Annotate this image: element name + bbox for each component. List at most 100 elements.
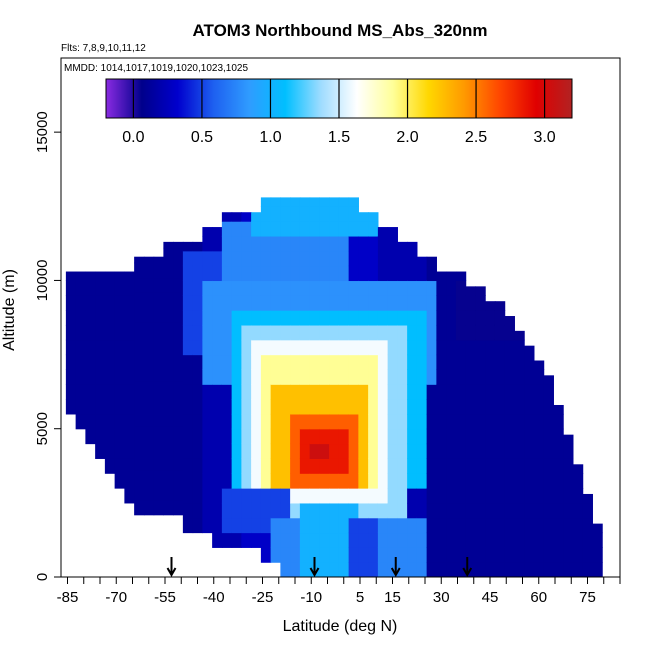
heatmap-cell	[290, 339, 301, 356]
heatmap-cell	[280, 562, 291, 577]
heatmap-cell	[309, 517, 320, 534]
heatmap-cell	[231, 443, 242, 459]
heatmap-cell	[426, 399, 437, 415]
heatmap-cell	[368, 488, 379, 504]
heatmap-cell	[416, 443, 428, 459]
heatmap-cell	[426, 413, 437, 430]
heatmap-cell	[426, 280, 437, 296]
heatmap-cell	[465, 369, 476, 385]
heatmap-cell	[436, 280, 447, 296]
y-axis: 0 5000 10000 15000	[34, 111, 61, 581]
heatmap-cell	[221, 369, 233, 385]
heatmap-cell	[475, 473, 486, 489]
heatmap-cell	[368, 532, 379, 548]
heatmap-cell	[377, 547, 389, 563]
heatmap-cell	[270, 443, 281, 459]
heatmap-cell	[124, 384, 135, 400]
heatmap-cell	[290, 413, 301, 430]
heatmap-cell	[290, 324, 301, 341]
heatmap-cell	[563, 502, 574, 519]
heatmap-cell	[143, 425, 155, 442]
heatmap-cell	[494, 354, 506, 370]
heatmap-cell	[85, 384, 96, 400]
heatmap-cell	[251, 235, 262, 252]
heatmap-cell	[202, 265, 213, 282]
heatmap-cell	[241, 221, 252, 237]
heatmap-cell	[407, 354, 418, 370]
heatmap-cell	[280, 547, 291, 563]
heatmap-cell	[134, 396, 145, 412]
heatmap-cell	[192, 399, 203, 415]
heatmap-cell	[309, 443, 320, 459]
heatmap-cell	[143, 366, 155, 382]
heatmap-cell	[358, 488, 369, 504]
heatmap-cell	[163, 470, 174, 486]
heatmap-cell	[143, 410, 155, 427]
heatmap-cell	[407, 369, 418, 385]
colorbar: 0.0 0.5 1.0 1.5 2.0 2.5 3.0	[105, 78, 573, 146]
heatmap-cell	[251, 502, 262, 519]
heatmap-cell	[553, 502, 564, 519]
heatmap-cell	[572, 488, 584, 504]
heatmap-cell	[143, 336, 155, 353]
heatmap-cell	[212, 488, 223, 504]
heatmap-cell	[95, 339, 106, 356]
heatmap-cell	[270, 369, 281, 385]
heatmap-cell	[173, 366, 184, 382]
heatmap-cell	[95, 280, 106, 296]
heatmap-cell	[95, 384, 106, 400]
heatmap-cell	[182, 339, 194, 356]
heatmap-cell	[251, 399, 262, 415]
heatmap-cell	[270, 265, 281, 282]
heatmap-cell	[153, 440, 164, 457]
heatmap-cell	[377, 413, 389, 430]
heatmap-cell	[299, 197, 311, 207]
heatmap-cell	[309, 547, 320, 563]
heatmap-cell	[465, 488, 476, 504]
heatmap-cell	[514, 532, 525, 548]
heatmap-cell	[241, 458, 252, 474]
heatmap-cell	[202, 227, 213, 237]
heatmap-cell	[124, 369, 135, 385]
heatmap-cell	[192, 324, 203, 341]
heatmap-cell	[173, 241, 184, 249]
heatmap-cell	[143, 321, 155, 338]
heatmap-cell	[75, 354, 86, 370]
heatmap-cell	[114, 354, 125, 370]
heatmap-cell	[153, 455, 164, 471]
heatmap-cell	[202, 399, 213, 415]
heatmap-cell	[299, 310, 311, 326]
heatmap-cell	[397, 488, 408, 504]
heatmap-cell	[299, 295, 311, 311]
heatmap-cell	[85, 354, 96, 370]
heatmap-cell	[251, 339, 262, 356]
heatmap-cell	[280, 295, 291, 311]
heatmap-cell	[455, 428, 467, 445]
heatmap-cell	[290, 458, 301, 474]
heatmap-cell	[358, 235, 369, 252]
heatmap-cell	[231, 369, 242, 385]
heatmap-cell	[338, 250, 350, 267]
heatmap-cell	[455, 562, 467, 577]
x-tick-label: 60	[530, 589, 547, 606]
heatmap-cell	[387, 428, 398, 445]
heatmap-cell	[416, 473, 428, 489]
heatmap-cell	[202, 428, 213, 445]
heatmap-cell	[192, 310, 203, 326]
heatmap-cell	[212, 502, 223, 519]
heatmap-cell	[465, 517, 476, 534]
heatmap-cell	[309, 458, 320, 474]
heatmap-cell	[358, 324, 369, 341]
heatmap-cell	[270, 517, 281, 534]
heatmap-cell	[173, 351, 184, 368]
heatmap-cell	[338, 473, 350, 489]
heatmap-cell	[192, 428, 203, 445]
heatmap-cell	[553, 517, 564, 534]
heatmap-cell	[241, 384, 252, 400]
heatmap-cell	[348, 502, 359, 519]
heatmap-cell	[280, 354, 291, 370]
heatmap-cell	[221, 399, 233, 415]
heatmap-cell	[368, 443, 379, 459]
heatmap-cell	[368, 473, 379, 489]
heatmap-cell	[465, 502, 476, 519]
